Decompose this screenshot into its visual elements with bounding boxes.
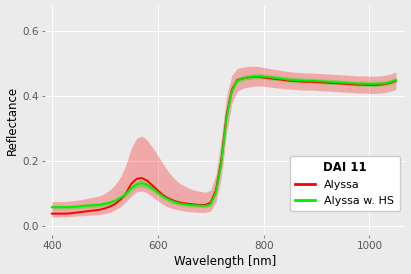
Legend: Alyssa, Alyssa w. HS: Alyssa, Alyssa w. HS xyxy=(290,156,400,211)
X-axis label: Wavelength [nm]: Wavelength [nm] xyxy=(174,255,277,269)
Y-axis label: Reflectance: Reflectance xyxy=(6,86,18,155)
